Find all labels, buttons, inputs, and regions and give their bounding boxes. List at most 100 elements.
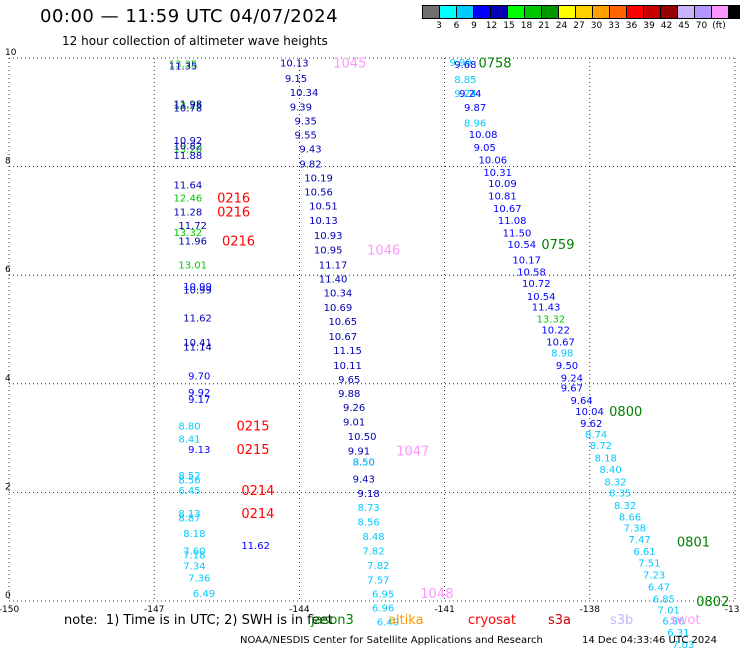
credit-text: NOAA/NESDIS Center for Satellite Applica…: [240, 635, 543, 646]
wave-height-label: 9.92: [188, 388, 210, 399]
pass-time-label: 0214: [241, 507, 274, 522]
wave-height-label: 9.24: [454, 89, 476, 100]
wave-height-label: 6.96: [372, 604, 394, 615]
color-scale-labels: 3 6 9 12 15 18 21 24 27 30 33 36 39 42 45 70 (ft): [422, 21, 740, 33]
wave-height-label: 8.32: [604, 478, 626, 489]
wave-height-label: 10.67: [546, 337, 575, 348]
wave-height-label: 9.88: [338, 389, 360, 400]
wave-height-label: 10.41: [183, 338, 212, 349]
wave-height-label: 10.54: [508, 240, 537, 251]
wave-height-label: 11.08: [498, 216, 527, 227]
color-scale-label: 12: [485, 21, 498, 31]
wave-height-label: 7.01: [658, 606, 680, 617]
x-tick-label: -135: [725, 605, 740, 615]
wave-height-label: 11.88: [174, 151, 203, 162]
y-tick-label: 0: [5, 591, 11, 601]
wave-height-label: 11.43: [532, 303, 561, 314]
color-cell: [728, 5, 740, 19]
wave-height-label: 9.62: [580, 419, 602, 430]
wave-height-label: 9.05: [474, 143, 496, 154]
wave-height-label: 8.18: [595, 454, 617, 465]
pass-time-label: 0216: [222, 234, 255, 249]
color-scale-label: (ft): [712, 21, 726, 31]
wave-height-label: 10.11: [333, 361, 362, 372]
wave-height-label: 8.52: [178, 471, 200, 482]
wave-height-label: 8.50: [353, 457, 375, 468]
chart-title: 00:00 — 11:59 UTC 04/07/2024: [40, 6, 339, 27]
wave-height-label: 10.56: [304, 188, 333, 199]
wave-height-label: 10.17: [512, 255, 541, 266]
x-tick-label: -141: [434, 605, 454, 615]
wave-height-label: 10.93: [314, 231, 343, 242]
wave-height-label: 11.50: [503, 228, 532, 239]
wave-height-label: 10.04: [575, 407, 604, 418]
color-scale-label: 6: [453, 21, 460, 31]
wave-height-label: 10.34: [290, 88, 319, 99]
wave-height-label: 9.55: [295, 131, 317, 142]
color-scale-label: 15: [503, 21, 515, 31]
wave-height-label: 12.46: [174, 194, 203, 205]
wave-height-label: 10.99: [183, 285, 212, 296]
pass-time-label: 1047: [396, 445, 429, 460]
wave-height-label: 7.47: [629, 535, 651, 546]
color-scale-label: 39: [643, 21, 655, 31]
wave-height-label: 8.98: [551, 348, 573, 359]
wave-height-label: 10.69: [324, 303, 353, 314]
wave-height-label: 10.58: [517, 267, 546, 278]
wave-height-label: 6.31: [667, 628, 689, 639]
color-scale-label: 30: [590, 21, 603, 31]
wave-height-label: 8.85: [454, 75, 476, 86]
wave-height-label: 8.80: [178, 422, 200, 433]
x-tick-label: -150: [0, 605, 19, 615]
wave-height-label: 8.66: [619, 512, 641, 523]
wave-height-label: 10.67: [493, 204, 522, 215]
wave-height-label: 11.98: [174, 100, 203, 111]
color-scale-label: 70: [695, 21, 708, 31]
pass-time-label: 0214: [241, 484, 274, 499]
pass-time-label: 1048: [420, 587, 453, 602]
pass-time-label: 0215: [236, 420, 269, 435]
wave-height-label: 10.67: [328, 332, 357, 343]
wave-height-label: 11.62: [183, 314, 212, 325]
color-scale-label: 18: [520, 21, 533, 31]
wave-height-label: 10.81: [488, 191, 517, 202]
wave-height-label: 11.72: [178, 221, 207, 232]
wave-height-label: 8.13: [178, 509, 200, 520]
color-scale-label: 33: [608, 21, 620, 31]
wave-height-label: 6.49: [377, 618, 399, 629]
wave-height-label: 7.03: [672, 640, 694, 650]
wave-height-label: 9.15: [285, 74, 307, 85]
pass-time-label: 0215: [236, 443, 269, 458]
wave-height-label: 11.35: [169, 62, 198, 73]
wave-height-label: 13.20: [174, 145, 203, 156]
wave-height-label: 9.67: [561, 384, 583, 395]
pass-time-label: 0801: [677, 535, 710, 550]
wave-height-label: 10.72: [522, 279, 551, 290]
wave-height-label: 10.50: [348, 432, 377, 443]
wave-height-label: 6.85: [653, 594, 675, 605]
wave-height-label: 10.95: [314, 246, 343, 257]
color-scale-label: 45: [678, 21, 690, 31]
satellite-legend-item: altika: [388, 613, 424, 628]
satellite-legend-item: cryosat: [468, 613, 516, 628]
wave-height-label: 10.22: [541, 326, 570, 337]
wave-height-label: 9.68: [454, 60, 476, 71]
satellite-legend-item: swot: [670, 613, 701, 628]
footnote: note: 1) Time is in UTC; 2) SWH is in fe…: [64, 613, 333, 628]
y-tick-label: 2: [5, 482, 11, 492]
wave-height-label: 7.36: [188, 574, 210, 585]
wave-height-label: 9.13: [188, 445, 210, 456]
wave-height-label: 9.01: [343, 417, 365, 428]
color-scale-label: 42: [660, 21, 673, 31]
satellite-legend-item: s3a: [548, 613, 572, 628]
wave-height-label: 7.51: [638, 558, 660, 569]
pass-time-label: 0802: [696, 595, 729, 610]
satellite-legend-item: s3b: [610, 613, 634, 628]
wave-height-label: 10.06: [478, 156, 507, 167]
wave-height-label: 11.40: [319, 274, 348, 285]
pass-time-label: 0759: [541, 238, 574, 253]
y-tick-label: 6: [5, 265, 11, 275]
color-scale-bar: [422, 5, 740, 19]
color-scale-label: 27: [573, 21, 585, 31]
